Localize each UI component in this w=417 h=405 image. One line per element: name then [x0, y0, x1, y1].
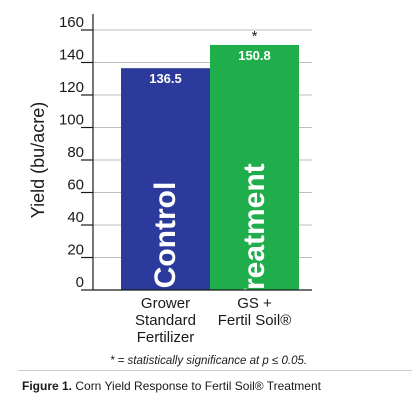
x-category-label: Fertilizer: [137, 329, 195, 346]
x-category-label: Fertil Soil®: [218, 312, 292, 329]
figure-caption-prefix: Figure 1.: [22, 379, 73, 393]
y-tick-label: 20: [67, 242, 84, 259]
significance-footnote: * = statistically significance at p ≤ 0.…: [109, 355, 308, 367]
caption-divider: [18, 370, 412, 371]
bar: [210, 44, 299, 291]
y-tick-label: 100: [59, 112, 84, 129]
y-tick-label: 80: [67, 144, 84, 161]
y-tick-label: 40: [67, 209, 84, 226]
bar: [121, 68, 210, 290]
x-category-label: Standard: [135, 312, 196, 329]
bar-inner-label: Control: [149, 182, 182, 289]
x-category-label: GS +: [237, 295, 272, 312]
bar-value-label: 150.8: [238, 48, 271, 63]
bar-inner-label: Treatment: [238, 163, 271, 306]
figure-caption-text: Corn Yield Response to Fertil Soil® Trea…: [72, 379, 321, 393]
y-tick-label: 160: [59, 14, 84, 31]
significance-marker: *: [252, 28, 258, 45]
x-category-label: Grower: [141, 295, 190, 312]
figure-caption: Figure 1. Corn Yield Response to Fertil …: [22, 379, 321, 393]
y-tick-label: 60: [67, 177, 84, 194]
y-tick-label: 0: [76, 274, 84, 291]
y-axis-title: Yield (bu/acre): [28, 102, 48, 218]
y-tick-label: 140: [59, 47, 84, 64]
y-tick-label: 120: [59, 79, 84, 96]
bar-value-label: 136.5: [149, 71, 182, 86]
